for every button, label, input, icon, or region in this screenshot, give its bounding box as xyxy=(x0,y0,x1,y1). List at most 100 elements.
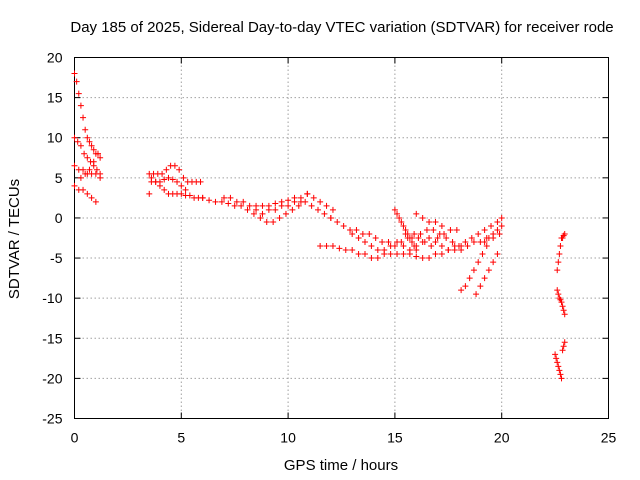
data-point xyxy=(347,226,354,233)
data-point xyxy=(342,247,349,254)
data-point xyxy=(451,243,458,250)
y-tick-label: 0 xyxy=(55,210,63,226)
data-point xyxy=(340,222,347,229)
data-point xyxy=(555,259,562,266)
data-point xyxy=(304,190,311,197)
data-point xyxy=(419,214,426,221)
data-point xyxy=(259,202,266,209)
data-point xyxy=(387,243,394,250)
data-point xyxy=(438,251,445,258)
data-point xyxy=(490,259,497,266)
data-point xyxy=(84,154,91,161)
data-point xyxy=(555,363,562,370)
data-point xyxy=(462,239,469,246)
data-point xyxy=(441,230,448,237)
data-point xyxy=(212,198,219,205)
data-point xyxy=(432,251,439,258)
data-point xyxy=(88,142,95,149)
data-point xyxy=(366,230,373,237)
data-point xyxy=(270,218,277,225)
data-point xyxy=(349,230,356,237)
data-point xyxy=(278,202,285,209)
data-point xyxy=(385,239,392,246)
data-point xyxy=(169,176,176,183)
data-point xyxy=(475,230,482,237)
data-point xyxy=(430,226,437,233)
data-point xyxy=(94,150,101,157)
data-point xyxy=(561,230,568,237)
data-point xyxy=(80,166,87,173)
data-point xyxy=(176,166,183,173)
data-point xyxy=(361,251,368,258)
data-point xyxy=(355,235,362,241)
data-point xyxy=(485,267,492,274)
data-point xyxy=(199,194,206,201)
data-point xyxy=(413,210,420,217)
data-point xyxy=(490,230,497,237)
data-point xyxy=(481,239,488,246)
data-point xyxy=(557,243,564,250)
data-point xyxy=(174,178,181,185)
data-point xyxy=(148,174,155,181)
data-point xyxy=(556,367,563,374)
data-point xyxy=(458,247,465,254)
data-point xyxy=(161,186,168,193)
data-point xyxy=(92,198,99,205)
data-point xyxy=(180,174,187,181)
data-point xyxy=(419,255,426,262)
data-point xyxy=(227,194,234,201)
data-point xyxy=(417,230,424,237)
data-point xyxy=(253,206,260,213)
data-point xyxy=(156,178,163,185)
data-point xyxy=(355,251,362,258)
data-point xyxy=(171,162,178,169)
data-point xyxy=(560,307,567,314)
axis-ticks: 0 5 10 15 20 25 -25 -20 -15 -10 -5 0 5 10 15 20 xyxy=(42,50,616,446)
data-point xyxy=(289,206,296,213)
x-tick-label: 20 xyxy=(494,430,510,446)
data-point xyxy=(165,174,172,181)
data-point xyxy=(97,174,104,181)
data-point xyxy=(88,194,95,201)
data-point xyxy=(559,347,566,354)
data-point xyxy=(387,251,394,258)
data-point xyxy=(447,226,454,233)
data-point xyxy=(498,214,505,221)
data-point xyxy=(315,206,322,213)
data-point xyxy=(74,138,81,145)
data-point xyxy=(349,247,356,254)
data-point xyxy=(411,243,418,250)
data-point xyxy=(554,267,561,274)
data-point xyxy=(408,235,415,241)
data-point xyxy=(263,218,270,225)
data-point xyxy=(291,198,298,205)
data-point xyxy=(77,142,84,149)
data-point xyxy=(82,170,89,177)
data-point xyxy=(231,202,238,209)
data-point xyxy=(327,214,334,221)
data-point xyxy=(554,287,561,294)
data-point xyxy=(161,176,168,183)
data-point xyxy=(423,226,430,233)
data-point xyxy=(84,190,91,197)
data-point xyxy=(381,247,388,254)
data-point xyxy=(257,214,264,221)
data-point xyxy=(426,235,433,241)
data-point xyxy=(470,239,477,246)
data-point xyxy=(317,198,324,205)
data-point xyxy=(329,243,336,250)
data-point xyxy=(413,247,420,254)
data-point xyxy=(394,210,401,217)
y-tick-label: -25 xyxy=(42,411,62,427)
data-point xyxy=(494,251,501,258)
data-point xyxy=(282,210,289,217)
x-tick-label: 5 xyxy=(177,430,185,446)
data-point xyxy=(475,259,482,266)
data-point xyxy=(285,202,292,209)
data-point xyxy=(432,239,439,246)
y-tick-label: -5 xyxy=(50,250,63,266)
data-point xyxy=(379,239,386,246)
data-point xyxy=(80,114,87,121)
data-point xyxy=(146,190,153,197)
